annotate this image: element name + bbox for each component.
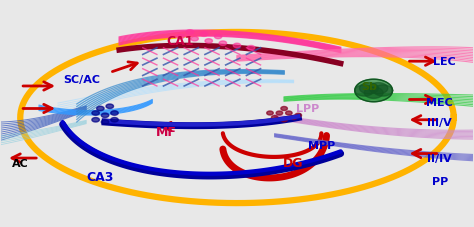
Polygon shape [355,86,374,97]
Polygon shape [101,114,109,118]
Text: MPP: MPP [308,140,336,150]
Polygon shape [281,118,287,122]
Polygon shape [214,35,222,39]
Text: DG: DG [283,156,304,169]
Polygon shape [359,83,378,94]
Polygon shape [177,35,184,39]
Polygon shape [374,86,392,97]
Polygon shape [205,39,212,44]
Polygon shape [276,111,283,116]
Polygon shape [267,111,273,116]
Polygon shape [285,111,292,116]
Polygon shape [191,37,198,42]
Text: CA1: CA1 [167,35,194,48]
Text: MF: MF [156,125,177,138]
Text: CA3: CA3 [87,170,114,183]
Text: LPP: LPP [296,104,319,114]
Polygon shape [272,116,278,120]
Polygon shape [97,107,104,111]
Text: LEC: LEC [433,57,456,67]
Text: MEC: MEC [426,97,453,107]
Text: SC/AC: SC/AC [63,75,100,85]
Polygon shape [364,88,383,99]
Polygon shape [92,118,100,122]
Text: II/IV: II/IV [427,153,452,163]
Polygon shape [106,105,114,109]
Text: AC: AC [12,158,28,168]
Polygon shape [281,107,287,111]
Polygon shape [233,44,241,48]
Text: PP: PP [431,176,448,186]
Polygon shape [186,31,194,35]
Polygon shape [111,111,118,116]
Polygon shape [369,83,388,94]
Polygon shape [111,118,118,122]
Polygon shape [201,33,208,37]
Text: III/V: III/V [427,118,452,127]
Polygon shape [295,114,301,118]
Polygon shape [219,42,227,46]
Polygon shape [92,111,100,116]
Polygon shape [101,120,109,125]
Polygon shape [355,80,392,102]
Polygon shape [290,116,297,120]
Polygon shape [247,46,255,51]
Text: Sb: Sb [361,82,377,91]
